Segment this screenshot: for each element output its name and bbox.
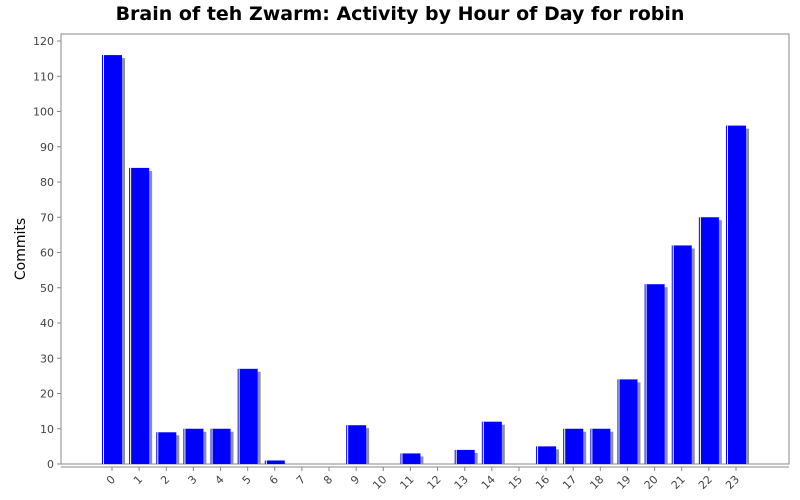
plot-area: [60, 33, 790, 465]
bar: [536, 446, 557, 464]
x-tick-label: 3: [185, 473, 199, 487]
x-tick-label: 5: [240, 473, 254, 487]
bar: [264, 460, 285, 464]
x-tick-label: 7: [294, 473, 308, 487]
y-axis: 0 10 20 30 40 50 60 70 80 90 100 110 120: [33, 34, 62, 471]
x-tick-label: 22: [696, 473, 715, 492]
bar-hour-22: [698, 217, 722, 465]
bar: [563, 428, 584, 464]
y-tick-label: 100: [33, 106, 54, 119]
y-tick-label: 10: [40, 423, 54, 436]
y-tick-label: 30: [40, 352, 54, 365]
y-tick-label: 80: [40, 176, 54, 189]
bar-hour-20: [644, 284, 668, 465]
y-tick-label: 50: [40, 282, 54, 295]
bar: [183, 428, 204, 464]
bar-hour-2: [156, 432, 180, 465]
y-tick-label: 120: [33, 35, 54, 48]
bar: [454, 449, 475, 464]
y-axis-title: Commits: [13, 218, 29, 280]
x-tick-label: 10: [370, 473, 389, 492]
x-tick-label: 2: [158, 473, 172, 487]
bar: [617, 379, 638, 464]
y-tick-label: 0: [47, 458, 54, 471]
bar-hour-3: [183, 428, 207, 465]
x-tick-label: 11: [397, 473, 416, 492]
x-tick-label: 9: [348, 473, 362, 487]
y-tick-label: 110: [33, 70, 54, 83]
bar: [210, 428, 231, 464]
bar-hour-21: [671, 245, 695, 465]
bar-hour-11: [400, 453, 424, 465]
bar-hour-4: [210, 428, 234, 465]
x-tick-label: 19: [614, 473, 633, 492]
x-tick-label: 12: [425, 473, 444, 492]
y-tick-label: 40: [40, 317, 54, 330]
x-tick-label: 1: [131, 473, 145, 487]
bar-hour-9: [346, 425, 370, 465]
x-tick-label: 18: [587, 473, 606, 492]
bar-hour-0: [102, 55, 125, 465]
y-tick-label: 90: [40, 141, 54, 154]
y-tick-label: 20: [40, 388, 54, 401]
bar: [156, 432, 177, 464]
bar: [237, 368, 258, 464]
bar: [481, 421, 502, 464]
x-tick-label: 23: [723, 473, 742, 492]
y-tick-label: 60: [40, 247, 54, 260]
x-tick-label: 15: [506, 473, 525, 492]
bar-hour-5: [237, 368, 261, 465]
chart-title: Brain of teh Zwarm: Activity by Hour of …: [115, 3, 685, 25]
x-tick-label: 21: [669, 473, 688, 492]
x-tick-label: 13: [452, 473, 471, 492]
bar: [671, 245, 692, 464]
bar: [590, 428, 611, 464]
bar: [129, 167, 150, 464]
y-tick-label: 70: [40, 211, 54, 224]
bar: [102, 55, 122, 464]
bar-hour-16: [536, 446, 560, 465]
bar: [644, 284, 665, 464]
bar-hour-19: [617, 379, 641, 465]
bar-hour-23: [725, 125, 749, 465]
bar-series: [102, 55, 749, 465]
bar-hour-1: [129, 167, 153, 465]
x-tick-label: 4: [212, 473, 226, 487]
bar-hour-17: [563, 428, 587, 465]
bar: [400, 453, 421, 464]
x-tick-label: 0: [104, 473, 118, 487]
bar-hour-14: [481, 421, 505, 465]
bar-hour-13: [454, 449, 478, 465]
x-tick-label: 20: [642, 473, 661, 492]
bar: [725, 125, 746, 464]
x-tick-label: 14: [479, 473, 498, 492]
x-tick-label: 8: [321, 473, 335, 487]
x-tick-label: 17: [560, 473, 579, 492]
x-tick-label: 6: [267, 473, 281, 487]
bar-hour-18: [590, 428, 614, 465]
x-axis: 0 1 2 3 4 5 6 7 8 9 10 11 12 13 14 15 16 17 18 19 20 21 22 23: [61, 466, 789, 492]
bar: [698, 217, 719, 464]
bar-hour-6: [264, 460, 288, 465]
bar: [346, 425, 367, 464]
x-tick-label: 16: [533, 473, 552, 492]
